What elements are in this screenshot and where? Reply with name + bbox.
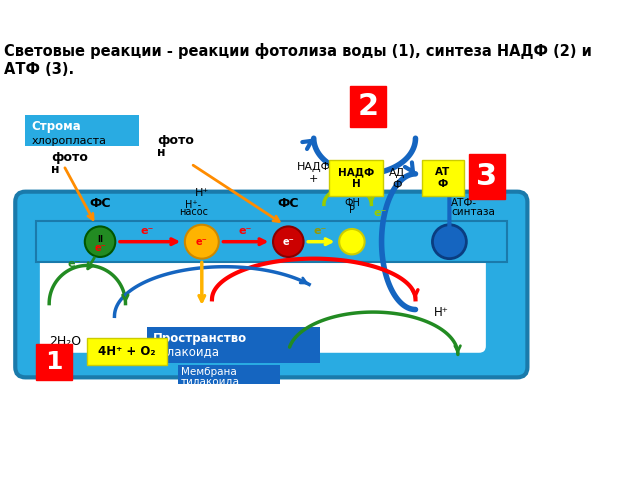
Text: 2Н₂О: 2Н₂О xyxy=(49,335,81,348)
FancyBboxPatch shape xyxy=(350,85,386,127)
Text: Мембрана: Мембрана xyxy=(180,367,236,377)
Text: e⁻: e⁻ xyxy=(140,226,154,236)
Text: e⁻: e⁻ xyxy=(238,226,252,236)
FancyBboxPatch shape xyxy=(15,192,527,377)
Circle shape xyxy=(185,225,219,259)
Text: Н⁺: Н⁺ xyxy=(195,188,209,198)
FancyBboxPatch shape xyxy=(36,344,72,380)
Text: 2: 2 xyxy=(357,92,379,120)
Bar xyxy=(178,365,280,384)
FancyBboxPatch shape xyxy=(469,154,504,199)
Text: тилакоида: тилакоида xyxy=(180,376,239,386)
FancyBboxPatch shape xyxy=(87,338,167,365)
Text: АТ
Ф: АТ Ф xyxy=(435,168,451,189)
Text: АД
Ф: АД Ф xyxy=(388,168,405,190)
Text: тилакоида: тилакоида xyxy=(152,345,220,358)
Text: 3: 3 xyxy=(476,162,497,191)
Text: e⁻: e⁻ xyxy=(373,208,387,218)
Text: e⁻: e⁻ xyxy=(314,226,327,236)
Text: синтаза: синтаза xyxy=(451,207,495,217)
Bar xyxy=(36,221,507,262)
Text: 1: 1 xyxy=(45,350,63,374)
Text: НАДФ
+: НАДФ + xyxy=(297,162,331,184)
Text: Световые реакции - реакции фотолиза воды (1), синтеза НАДФ (2) и
АТФ (3).: Световые реакции - реакции фотолиза воды… xyxy=(4,43,592,77)
Text: НАДФ
Н: НАДФ Н xyxy=(338,168,374,189)
Text: Н⁺-: Н⁺- xyxy=(185,200,202,210)
Text: насос: насос xyxy=(179,207,208,217)
Text: фото: фото xyxy=(157,134,194,147)
Text: ФН: ФН xyxy=(344,198,360,208)
Text: н: н xyxy=(51,163,60,176)
Text: e⁻: e⁻ xyxy=(282,237,294,247)
Text: АТФ-: АТФ- xyxy=(451,198,477,208)
Text: e⁻: e⁻ xyxy=(94,242,106,252)
FancyBboxPatch shape xyxy=(40,254,486,353)
Text: Пространство: Пространство xyxy=(152,333,247,346)
Text: 4Н⁺ + О₂: 4Н⁺ + О₂ xyxy=(99,346,156,359)
Circle shape xyxy=(273,227,303,257)
FancyBboxPatch shape xyxy=(26,115,139,146)
Circle shape xyxy=(339,229,365,254)
Text: e⁻: e⁻ xyxy=(196,237,208,247)
Text: II: II xyxy=(97,235,103,244)
Text: e⁻: e⁻ xyxy=(67,259,81,269)
FancyBboxPatch shape xyxy=(147,327,319,363)
Text: Р: Р xyxy=(349,205,355,216)
Text: хлоропласта: хлоропласта xyxy=(31,136,106,146)
Text: ФС: ФС xyxy=(278,197,299,210)
Text: Н⁺: Н⁺ xyxy=(433,306,449,319)
Circle shape xyxy=(84,227,115,257)
Text: фото: фото xyxy=(51,151,88,164)
Text: н: н xyxy=(157,146,165,159)
Circle shape xyxy=(433,225,467,259)
FancyBboxPatch shape xyxy=(422,160,464,196)
Text: Строма: Строма xyxy=(31,120,81,133)
Text: ФС: ФС xyxy=(90,197,111,210)
FancyBboxPatch shape xyxy=(329,160,383,196)
